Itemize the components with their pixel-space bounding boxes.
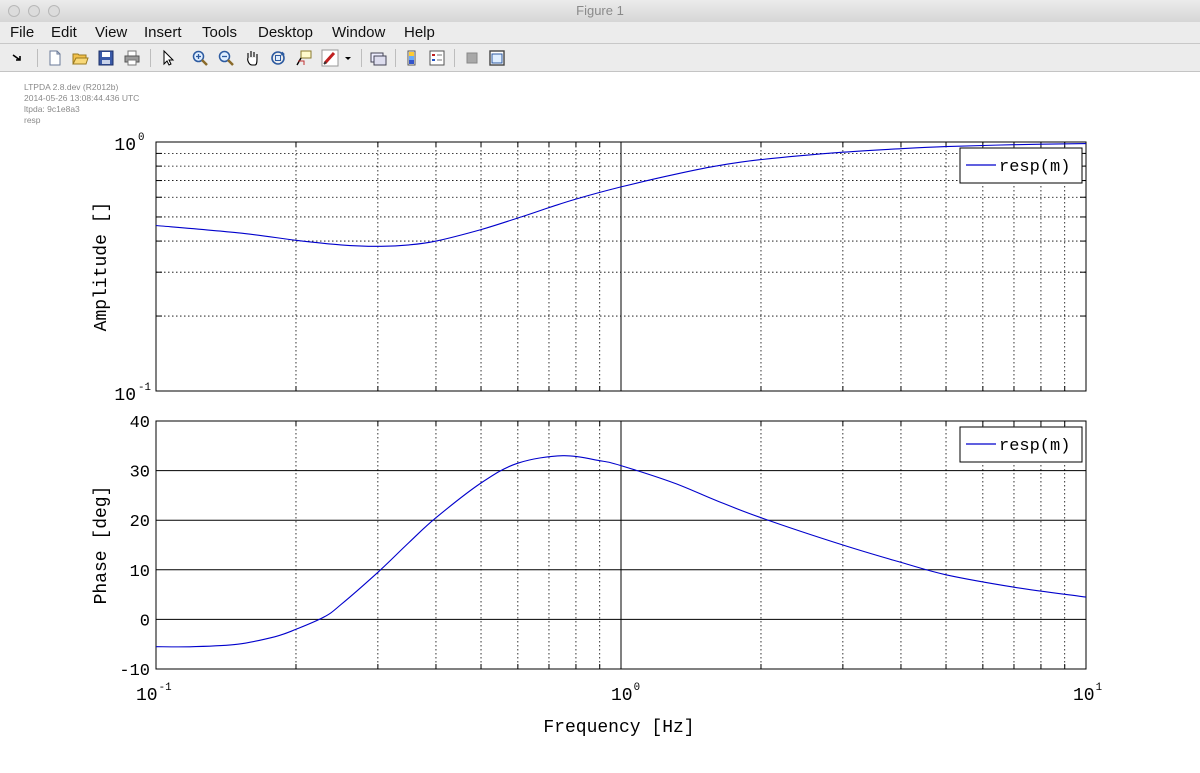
y-axis-label: Phase [deg] xyxy=(92,486,112,605)
y-tick-label: 10 xyxy=(130,563,150,582)
minimize-window-icon[interactable] xyxy=(28,5,40,17)
menu-window[interactable]: Window xyxy=(332,24,386,41)
colorbar-icon[interactable] xyxy=(403,49,421,67)
zoom-out-icon[interactable] xyxy=(217,49,235,67)
dock-arrow-icon[interactable] xyxy=(8,49,26,67)
x-tick-label: 10 0 xyxy=(611,682,640,706)
menu-help[interactable]: Help xyxy=(404,24,435,41)
x-tick-label: 10 1 xyxy=(1073,682,1102,706)
figure-toolbar xyxy=(0,44,1200,72)
close-window-icon[interactable] xyxy=(8,5,20,17)
series-line-resp-m xyxy=(155,455,1087,648)
rotate-3d-icon[interactable] xyxy=(269,49,287,67)
axes-box xyxy=(155,420,1087,670)
x-tick-label-exp: 1 xyxy=(1096,682,1102,694)
y-axis-label: Amplitude [] xyxy=(92,202,112,332)
link-plot-icon[interactable] xyxy=(369,49,387,67)
x-tick-label: 10 -1 xyxy=(136,682,172,706)
series-line-resp-m xyxy=(155,143,1087,247)
menu-edit[interactable]: Edit xyxy=(51,24,77,41)
info-hash: ltpda: 9c1e8a3 xyxy=(24,104,80,114)
x-tick-label-base: 10 xyxy=(611,686,633,706)
y-tick-label: -10 xyxy=(119,662,150,681)
y-tick-label: 30 xyxy=(130,464,150,483)
menu-view[interactable]: View xyxy=(95,24,128,41)
data-cursor-icon[interactable] xyxy=(295,49,313,67)
y-tick-label: 0 xyxy=(140,612,150,631)
zoom-in-icon[interactable] xyxy=(191,49,209,67)
zoom-window-icon[interactable] xyxy=(48,5,60,17)
print-icon[interactable] xyxy=(123,49,141,67)
pan-hand-icon[interactable] xyxy=(243,49,261,67)
info-name: resp xyxy=(24,115,41,125)
new-figure-icon[interactable] xyxy=(46,49,64,67)
edit-plot-arrow-icon[interactable] xyxy=(159,49,177,67)
x-tick-label-exp: 0 xyxy=(634,682,640,694)
window-titlebar: Figure 1 xyxy=(0,0,1200,23)
hide-plot-tools-icon[interactable] xyxy=(463,49,481,67)
window-title: Figure 1 xyxy=(576,3,624,18)
axes-box xyxy=(155,141,1087,392)
legend-label: resp(m) xyxy=(999,437,1070,456)
show-plot-tools-icon[interactable] xyxy=(488,49,506,67)
legend-frame xyxy=(959,147,1083,184)
legend-box[interactable]: resp(m) xyxy=(959,147,1083,184)
save-icon[interactable] xyxy=(97,49,115,67)
y-tick-label-bottom: 10 -1 xyxy=(114,382,151,406)
legend-box[interactable]: resp(m) xyxy=(959,426,1083,463)
y-tick-label-top-base: 10 xyxy=(114,136,136,156)
info-version: LTPDA 2.8.dev (R2012b) xyxy=(24,82,119,92)
x-tick-label-exp: -1 xyxy=(159,682,172,694)
brush-icon[interactable] xyxy=(321,49,339,67)
plot-info-block: LTPDA 2.8.dev (R2012b) 2014-05-26 13:08:… xyxy=(24,82,139,126)
menu-bar: File Edit View Insert Tools Desktop Wind… xyxy=(0,22,1200,44)
x-axis-label: Frequency [Hz] xyxy=(543,718,694,738)
y-tick-label-top-exp: 0 xyxy=(138,132,144,144)
y-tick-label-top: 10 0 xyxy=(114,132,144,156)
dropdown-arrow-icon[interactable] xyxy=(343,49,353,67)
menu-insert[interactable]: Insert xyxy=(144,24,182,41)
open-file-icon[interactable] xyxy=(71,49,89,67)
legend-label: resp(m) xyxy=(999,158,1070,177)
menu-tools[interactable]: Tools xyxy=(202,24,238,41)
x-tick-label-base: 10 xyxy=(1073,686,1095,706)
x-tick-label-base: 10 xyxy=(136,686,158,706)
legend-icon[interactable] xyxy=(428,49,446,67)
menu-file[interactable]: File xyxy=(10,24,35,41)
y-tick-label: 20 xyxy=(130,513,150,532)
y-tick-label-bottom-exp: -1 xyxy=(138,382,151,394)
menu-desktop[interactable]: Desktop xyxy=(258,24,314,41)
info-timestamp: 2014-05-26 13:08:44.436 UTC xyxy=(24,93,140,103)
y-tick-label-bottom-base: 10 xyxy=(114,386,136,406)
y-tick-label: 40 xyxy=(130,414,150,433)
